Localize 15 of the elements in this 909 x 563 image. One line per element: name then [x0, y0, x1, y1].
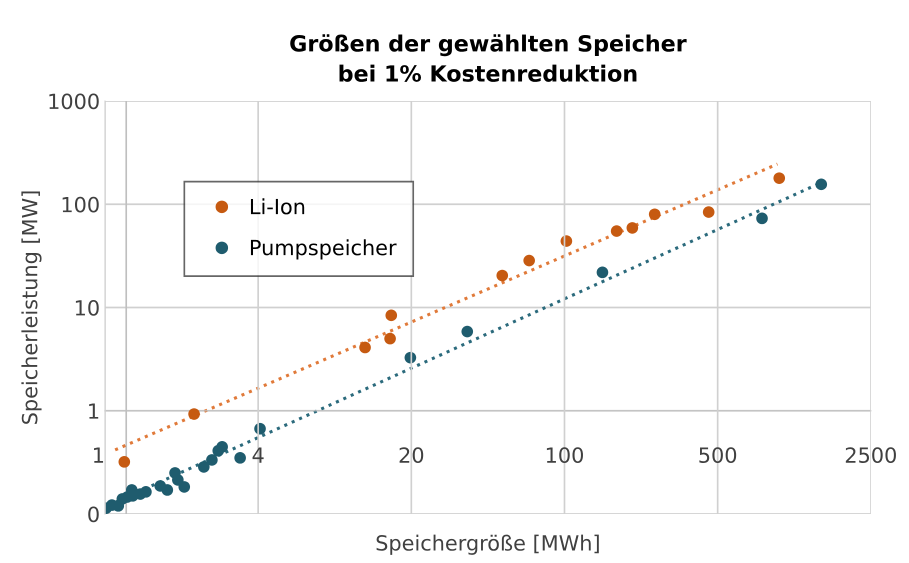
y-tick-label: 1000 [49, 93, 99, 110]
y-tick-label: 1 [89, 403, 98, 419]
y-tick-label: 10 [76, 300, 99, 316]
y-axis-title: Speicherleistung [MW] [21, 192, 42, 424]
x-tick-label: 100 [546, 447, 583, 463]
chart-title: Größen der gewählten Speicher bei 1% Kostenreduktion [290, 34, 687, 82]
x-axis-title: Speichergröße [MWh] [376, 534, 599, 555]
x-tick-label: 4 [252, 448, 264, 463]
x-tick-label: 20 [400, 447, 424, 463]
x-tick-label: 2500 [846, 447, 896, 463]
y-tick-label: 100 [62, 196, 99, 212]
x-tick-label: 500 [699, 447, 736, 463]
legend-label: Li-Ion [250, 198, 304, 214]
legend-label: Pumpspeicher [250, 239, 397, 260]
y-tick-label: 0 [88, 506, 99, 522]
